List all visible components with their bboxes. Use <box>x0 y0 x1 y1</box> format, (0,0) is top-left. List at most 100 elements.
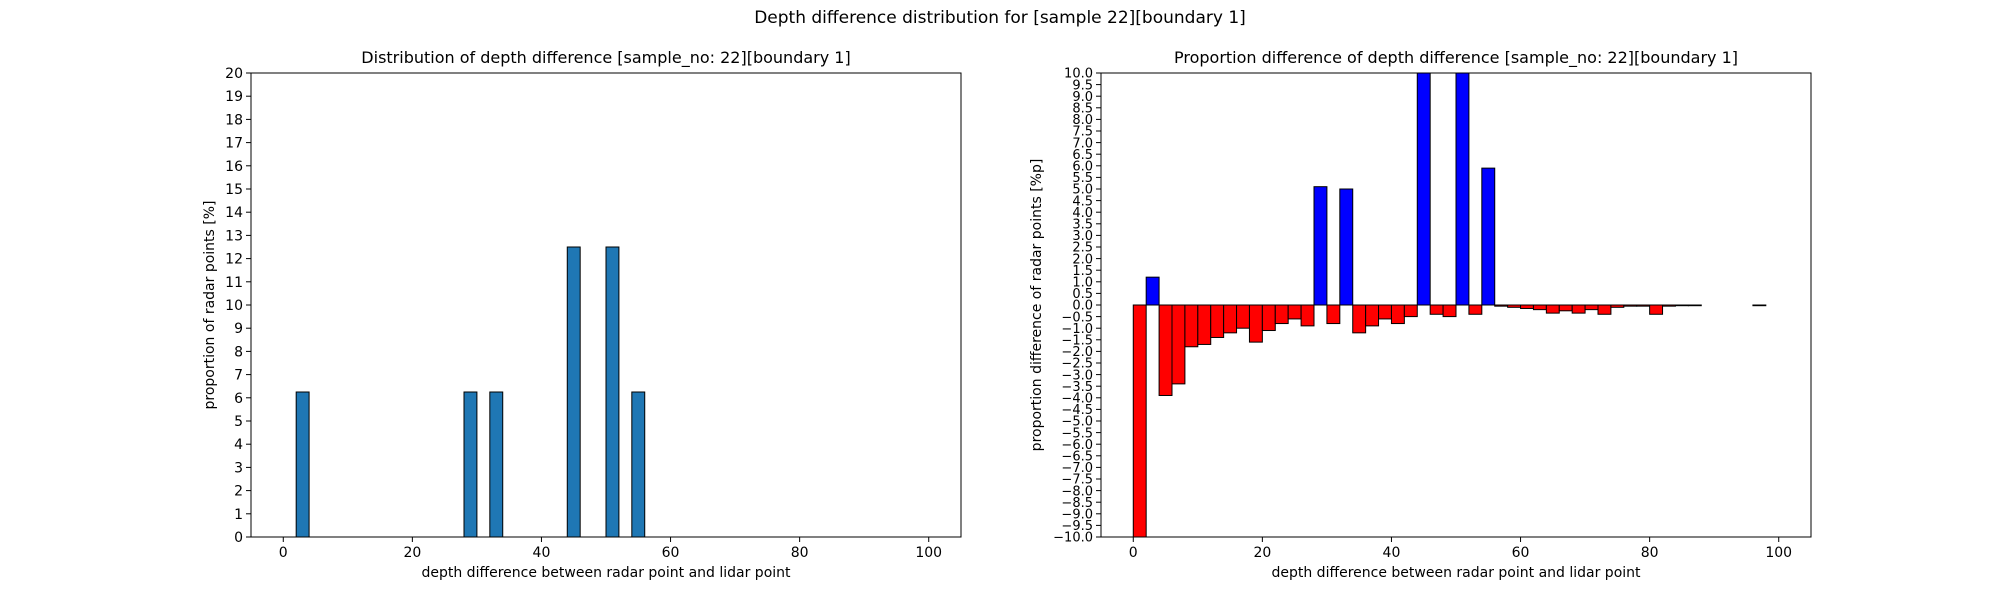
right-chart-bar <box>1494 304 1509 307</box>
left-chart-ytick-label: 14 <box>225 205 243 221</box>
left-chart-ytick-label: 5 <box>234 414 243 430</box>
right-chart-bar <box>1623 304 1638 307</box>
right-chart-bar <box>1507 304 1522 308</box>
left-chart-ytick-label: 4 <box>234 437 243 453</box>
right-chart-bar <box>1236 304 1250 329</box>
chart-right-yticks: −10.0−9.5−9.0−8.5−8.0−7.5−7.0−6.5−6.0−5.… <box>1053 67 1101 546</box>
chart-right-title: Proportion difference of depth differenc… <box>1174 48 1738 68</box>
right-chart-ytick-label: −2.5 <box>1061 357 1093 372</box>
right-chart-ytick-label: 4.5 <box>1072 194 1093 209</box>
right-chart-bar <box>1300 304 1315 327</box>
left-chart-bar <box>295 391 310 538</box>
right-chart-bar <box>1210 304 1225 338</box>
right-chart-ytick-label: 3.0 <box>1072 229 1093 244</box>
right-chart-ytick-label: −8.0 <box>1061 484 1093 499</box>
right-chart-ytick-label: 6.0 <box>1072 159 1093 174</box>
right-chart-bar <box>1339 188 1354 306</box>
right-chart-bar <box>1416 72 1431 306</box>
chart-right-axes-frame <box>1100 72 1812 538</box>
right-chart-bar <box>1145 276 1160 306</box>
right-chart-ytick-label: −5.0 <box>1061 415 1093 430</box>
left-chart-xtick-label: 80 <box>791 545 809 561</box>
left-chart-ytick-label: 10 <box>225 298 243 314</box>
right-chart-bar <box>1313 186 1328 306</box>
right-chart-bar <box>1752 304 1767 307</box>
left-chart-xtick-label: 0 <box>279 545 288 561</box>
right-chart-bar <box>1326 304 1341 325</box>
right-chart-bar <box>1636 304 1651 307</box>
right-chart-ytick-label: 5.0 <box>1072 183 1093 198</box>
right-chart-bar <box>1184 304 1199 348</box>
right-chart-ytick-label: −3.5 <box>1061 380 1093 395</box>
right-chart-bar <box>1455 72 1470 306</box>
left-chart-xtick-label: 100 <box>915 545 942 561</box>
right-chart-bar <box>1274 304 1289 325</box>
left-chart-ytick-label: 15 <box>225 182 243 198</box>
right-chart-ytick-label: −6.5 <box>1061 449 1093 464</box>
right-chart-ytick-label: −1.5 <box>1061 333 1093 348</box>
right-chart-xtick-label: 40 <box>1383 545 1401 561</box>
right-chart-bar <box>1674 304 1689 307</box>
chart-left-bars <box>295 246 646 538</box>
right-chart-bar <box>1687 304 1702 307</box>
right-chart-bar <box>1403 304 1418 318</box>
left-chart-ytick-label: 9 <box>234 321 243 337</box>
right-chart-ytick-label: 7.0 <box>1072 136 1093 151</box>
right-chart-bar <box>1662 304 1676 307</box>
left-chart-bar <box>489 391 504 538</box>
chart-right-xlabel: depth difference between radar point and… <box>1271 565 1641 581</box>
right-chart-bar <box>1132 304 1147 538</box>
right-chart-ytick-label: −4.0 <box>1061 391 1093 406</box>
right-chart-ytick-label: −4.5 <box>1061 403 1093 418</box>
right-chart-xtick-label: 60 <box>1512 545 1530 561</box>
right-chart-ytick-label: −9.0 <box>1061 507 1093 522</box>
left-chart-bar <box>631 391 646 538</box>
right-chart-ytick-label: 4.0 <box>1072 206 1093 221</box>
left-chart-xtick-label: 40 <box>533 545 551 561</box>
right-chart-bar <box>1197 304 1212 345</box>
chart-right-ylabel: proportion difference of radar points [%… <box>1029 159 1045 452</box>
right-chart-bar <box>1429 304 1444 315</box>
right-chart-bar <box>1287 304 1302 320</box>
right-chart-xtick-label: 80 <box>1641 545 1659 561</box>
chart-right-xticks: 0 20 40 60 80 100 <box>1129 537 1792 561</box>
right-chart-ytick-label: −0.5 <box>1061 310 1093 325</box>
right-chart-ytick-label: 1.0 <box>1072 275 1093 290</box>
right-chart-bar <box>1610 304 1625 308</box>
right-chart-bar <box>1468 304 1483 315</box>
right-chart-ytick-label: 8.0 <box>1072 113 1093 128</box>
left-chart-ytick-label: 19 <box>225 89 243 105</box>
left-chart-ytick-label: 6 <box>234 391 243 407</box>
right-chart-ytick-label: 0.0 <box>1072 299 1093 314</box>
figure-suptitle: Depth difference distribution for [sampl… <box>754 8 1246 28</box>
left-chart-ytick-label: 20 <box>225 66 243 82</box>
right-chart-ytick-label: −5.5 <box>1061 426 1093 441</box>
chart-left-title: Distribution of depth difference [sample… <box>361 48 850 68</box>
right-chart-ytick-label: 9.5 <box>1072 78 1093 93</box>
chart-left-ylabel: proportion of radar points [%] <box>202 200 218 409</box>
right-chart-ytick-label: 0.5 <box>1072 287 1093 302</box>
right-chart-bar <box>1481 167 1496 306</box>
right-chart-bar <box>1158 304 1173 396</box>
left-chart-ytick-label: 13 <box>225 228 243 244</box>
right-chart-ytick-label: −7.5 <box>1061 473 1093 488</box>
right-chart-ytick-label: 5.5 <box>1072 171 1093 186</box>
left-chart-ytick-label: 16 <box>225 159 243 175</box>
right-chart-ytick-label: 3.5 <box>1072 217 1093 232</box>
left-chart-ytick-label: 8 <box>234 344 243 360</box>
right-chart-xtick-label: 20 <box>1253 545 1271 561</box>
right-chart-xtick-label: 0 <box>1129 545 1138 561</box>
right-chart-bar <box>1532 304 1547 311</box>
left-chart-ytick-label: 11 <box>225 275 243 291</box>
chart-left-xticks: 0 20 40 60 80 100 <box>279 537 942 561</box>
right-chart-ytick-label: −7.0 <box>1061 461 1093 476</box>
right-chart-bar <box>1649 304 1664 315</box>
right-chart-ytick-label: 2.0 <box>1072 252 1093 267</box>
right-chart-ytick-label: −3.0 <box>1061 368 1093 383</box>
left-chart-ytick-label: 12 <box>225 252 243 268</box>
right-chart-bar <box>1571 304 1586 314</box>
right-chart-bar <box>1597 304 1612 315</box>
